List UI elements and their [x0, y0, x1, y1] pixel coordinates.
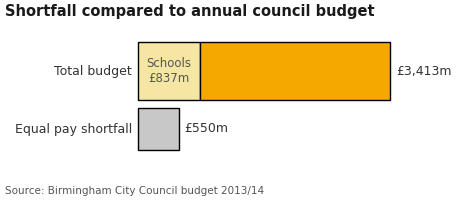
- Text: £550m: £550m: [184, 122, 228, 135]
- Text: Source: Birmingham City Council budget 2013/14: Source: Birmingham City Council budget 2…: [5, 186, 263, 196]
- Text: Total budget: Total budget: [54, 64, 131, 78]
- Text: £3,413m: £3,413m: [395, 64, 450, 78]
- Text: Equal pay shortfall: Equal pay shortfall: [15, 122, 131, 135]
- Text: Schools
£837m: Schools £837m: [146, 57, 191, 85]
- Text: Shortfall compared to annual council budget: Shortfall compared to annual council bud…: [5, 4, 374, 19]
